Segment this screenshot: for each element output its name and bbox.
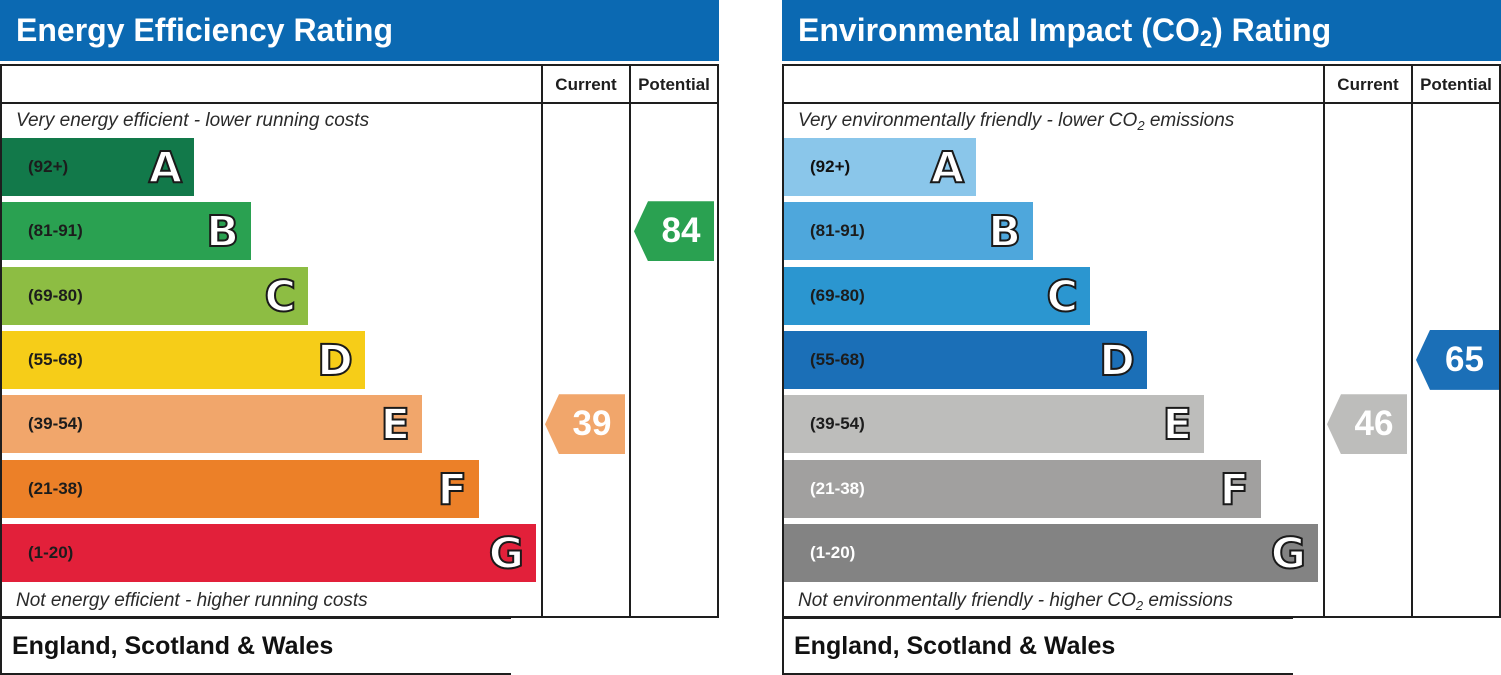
band-letter: E	[1162, 399, 1193, 451]
header-divider	[784, 102, 1499, 104]
band-range-label: (21-38)	[810, 478, 865, 498]
top-note: Very environmentally friendly - lower CO…	[798, 110, 1235, 133]
rating-band-c: (69-80) C	[784, 266, 1090, 325]
band-letter: B	[987, 206, 1022, 258]
rating-band-a: (92+) A	[784, 138, 976, 196]
column-divider-current	[541, 66, 543, 616]
header-divider	[2, 102, 717, 104]
band-range-label: (92+)	[810, 157, 851, 176]
band-letter: C	[1045, 271, 1079, 323]
energy-rating-table: Current Potential Very energy efficient …	[0, 64, 719, 618]
band-letter: G	[488, 528, 525, 580]
band-letter: A	[148, 142, 183, 194]
band-letter: E	[380, 399, 411, 451]
band-letter: D	[316, 335, 354, 387]
band-range-label: (55-68)	[810, 349, 865, 369]
potential-rating-arrow: 84	[634, 201, 714, 262]
region-label: England, Scotland & Wales	[12, 632, 334, 660]
band-letter: B	[205, 206, 240, 258]
rating-band-e: (39-54) E	[2, 395, 422, 454]
band-letter: F	[1219, 464, 1250, 516]
bottom-note: Not environmentally friendly - higher CO…	[798, 590, 1233, 613]
rating-band-b: (81-91) B	[2, 202, 251, 261]
column-divider-current	[1323, 66, 1325, 616]
column-header-current: Current	[1337, 75, 1399, 94]
band-range-label: (69-80)	[810, 285, 865, 305]
energy-efficiency-panel: Energy Efficiency Rating Current Potenti…	[0, 0, 719, 675]
band-letter: F	[437, 464, 468, 516]
column-header-potential: Potential	[1420, 75, 1492, 94]
band-letter: A	[930, 142, 965, 194]
rating-band-c: (69-80) C	[2, 266, 308, 325]
bottom-note: Not energy efficient - higher running co…	[16, 590, 368, 611]
rating-band-f: (21-38) F	[784, 459, 1261, 518]
band-range-label: (92+)	[28, 157, 69, 176]
energy-panel-title: Energy Efficiency Rating	[0, 0, 719, 61]
region-label: England, Scotland & Wales	[794, 632, 1116, 660]
column-header-current: Current	[555, 75, 617, 94]
band-range-label: (39-54)	[810, 414, 865, 434]
rating-band-g: (1-20) G	[2, 523, 536, 582]
region-footer: England, Scotland & Wales	[782, 617, 1293, 675]
band-range-label: (81-91)	[28, 221, 83, 241]
potential-rating-arrow: 65	[1416, 329, 1499, 390]
rating-band-d: (55-68) D	[2, 330, 365, 389]
rating-band-g: (1-20) G	[784, 523, 1318, 582]
column-divider-potential	[1411, 66, 1413, 616]
column-header-potential: Potential	[638, 75, 710, 94]
rating-band-d: (55-68) D	[784, 330, 1147, 389]
environment-rating-table: Current Potential Very environmentally f…	[782, 64, 1501, 618]
environmental-impact-panel: Environmental Impact (CO2) Rating Curren…	[782, 0, 1501, 675]
column-divider-potential	[629, 66, 631, 616]
band-range-label: (21-38)	[28, 478, 83, 498]
band-range-label: (55-68)	[28, 349, 83, 369]
current-rating-arrow: 46	[1327, 394, 1407, 455]
rating-band-f: (21-38) F	[2, 459, 479, 518]
band-range-label: (39-54)	[28, 414, 83, 434]
band-letter: C	[263, 271, 297, 323]
band-range-label: (1-20)	[28, 542, 74, 562]
top-note: Very energy efficient - lower running co…	[16, 110, 370, 131]
region-footer: England, Scotland & Wales	[0, 617, 511, 675]
rating-band-e: (39-54) E	[784, 395, 1204, 454]
rating-band-b: (81-91) B	[784, 202, 1033, 261]
current-rating-arrow: 39	[545, 394, 625, 455]
rating-band-a: (92+) A	[2, 138, 194, 196]
band-range-label: (81-91)	[810, 221, 865, 241]
band-range-label: (69-80)	[28, 285, 83, 305]
band-letter: D	[1098, 335, 1136, 387]
band-range-label: (1-20)	[810, 542, 856, 562]
band-letter: G	[1270, 528, 1307, 580]
environment-panel-title: Environmental Impact (CO2) Rating	[782, 0, 1501, 61]
